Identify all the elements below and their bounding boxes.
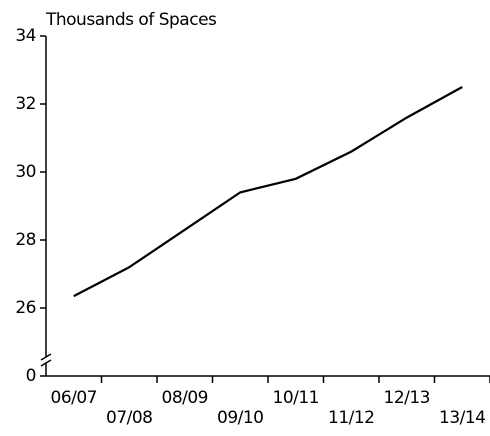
axis-break (40, 359, 52, 367)
x-tick-label: 12/13 (384, 388, 431, 408)
y-tick-label: 26 (15, 298, 36, 318)
y-tick-label: 0 (26, 366, 36, 386)
y-tick-label: 28 (15, 230, 36, 250)
x-tick-label: 06/07 (51, 388, 98, 408)
axis-break-gap (40, 357, 52, 363)
y-tick-label: 30 (15, 162, 36, 182)
x-tick-label: 10/11 (273, 388, 320, 408)
y-tick-label: 32 (15, 94, 36, 114)
x-tick-label: 13/14 (439, 408, 486, 428)
x-tick-label: 08/09 (162, 388, 209, 408)
x-tick-label: 11/12 (328, 408, 375, 428)
x-tick-label: 07/08 (106, 408, 153, 428)
y-axis-title: Thousands of Spaces (45, 10, 217, 30)
line (73, 86, 463, 298)
y-tick-label: 34 (15, 26, 36, 46)
axis-break (40, 353, 52, 361)
x-tick-label: 09/10 (217, 408, 264, 428)
